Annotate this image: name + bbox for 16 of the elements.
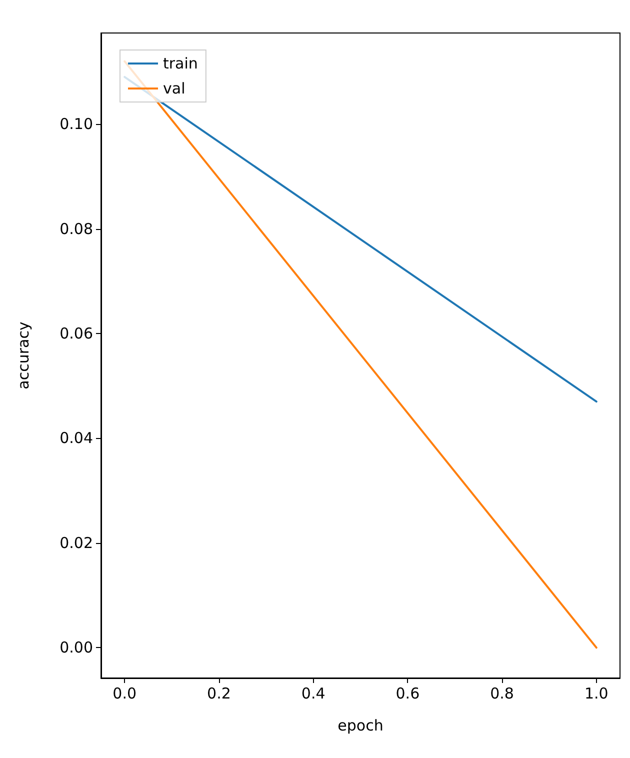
legend-label: train	[163, 54, 198, 72]
y-tick-label: 0.00	[60, 638, 93, 657]
y-tick-label: 0.06	[60, 324, 93, 343]
y-tick-label: 0.04	[60, 429, 93, 448]
x-tick-label: 1.0	[584, 684, 608, 702]
y-tick-label: 0.08	[60, 220, 93, 238]
x-axis-title: epoch	[338, 716, 384, 734]
y-tick-label: 0.02	[60, 534, 93, 552]
x-tick-label: 0.6	[396, 684, 420, 702]
x-tick-label: 0.4	[301, 684, 326, 702]
legend-label: val	[163, 80, 186, 98]
x-tick-label: 0.0	[112, 684, 137, 702]
x-tick-label: 0.2	[207, 684, 231, 702]
x-tick-label: 0.8	[490, 684, 514, 702]
y-tick-label: 0.10	[60, 115, 93, 134]
y-axis-title: accuracy	[14, 322, 32, 390]
